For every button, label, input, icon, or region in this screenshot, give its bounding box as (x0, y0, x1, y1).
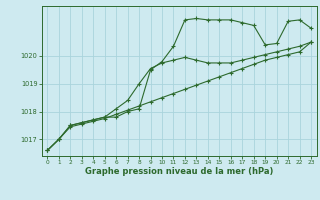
X-axis label: Graphe pression niveau de la mer (hPa): Graphe pression niveau de la mer (hPa) (85, 167, 273, 176)
